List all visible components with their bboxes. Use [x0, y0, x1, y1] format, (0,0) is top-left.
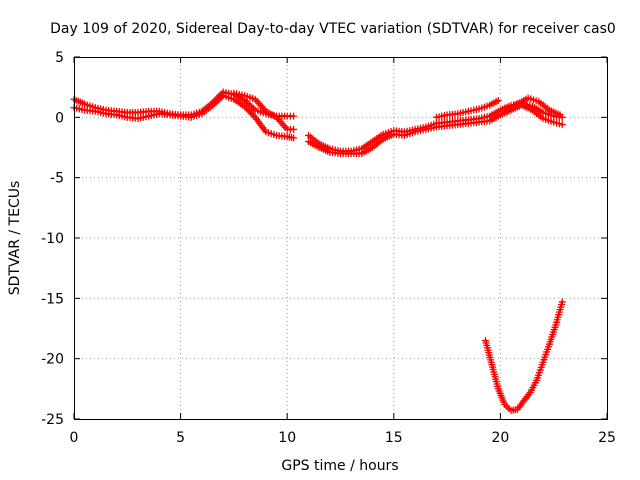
data-point-marker: [290, 112, 298, 120]
data-point-marker: [494, 96, 502, 104]
x-axis-label: GPS time / hours: [281, 458, 398, 474]
x-tick-label: 15: [385, 430, 403, 446]
x-tick-label: 0: [70, 430, 79, 446]
series-arc-6: [432, 96, 502, 121]
axes-ticks: 0 5 10 15 20 25 -25 -20 -15 -10 -5 0 5: [41, 50, 616, 446]
series-arc-8: [481, 298, 566, 415]
series-arc-2: [70, 92, 298, 142]
x-tick-label: 25: [598, 430, 616, 446]
y-axis-label: SDTVAR / TECUs: [7, 181, 23, 296]
data-layer: [70, 88, 566, 415]
series-arc-7: [503, 94, 564, 119]
chart-title: Day 109 of 2020, Sidereal Day-to-day VTE…: [50, 21, 616, 37]
x-tick-label: 20: [491, 430, 509, 446]
y-tick-label: -5: [50, 171, 64, 187]
series-trace: [307, 104, 564, 155]
y-tick-label: 0: [55, 110, 64, 126]
series-arc-3: [230, 89, 298, 133]
y-tick-label: -10: [41, 231, 64, 247]
x-tick-label: 10: [278, 430, 296, 446]
y-tick-label: 5: [55, 50, 64, 66]
y-tick-label: -25: [41, 412, 64, 428]
series-arc-5: [305, 101, 566, 158]
data-point-marker: [290, 134, 298, 142]
data-point-marker: [556, 111, 564, 119]
series-trace: [484, 300, 564, 412]
x-tick-label: 5: [176, 430, 185, 446]
y-tick-label: -15: [41, 291, 64, 307]
data-point-marker: [558, 121, 566, 129]
data-point-marker: [290, 125, 298, 133]
y-tick-label: -20: [41, 352, 64, 368]
data-point-marker: [558, 298, 566, 306]
